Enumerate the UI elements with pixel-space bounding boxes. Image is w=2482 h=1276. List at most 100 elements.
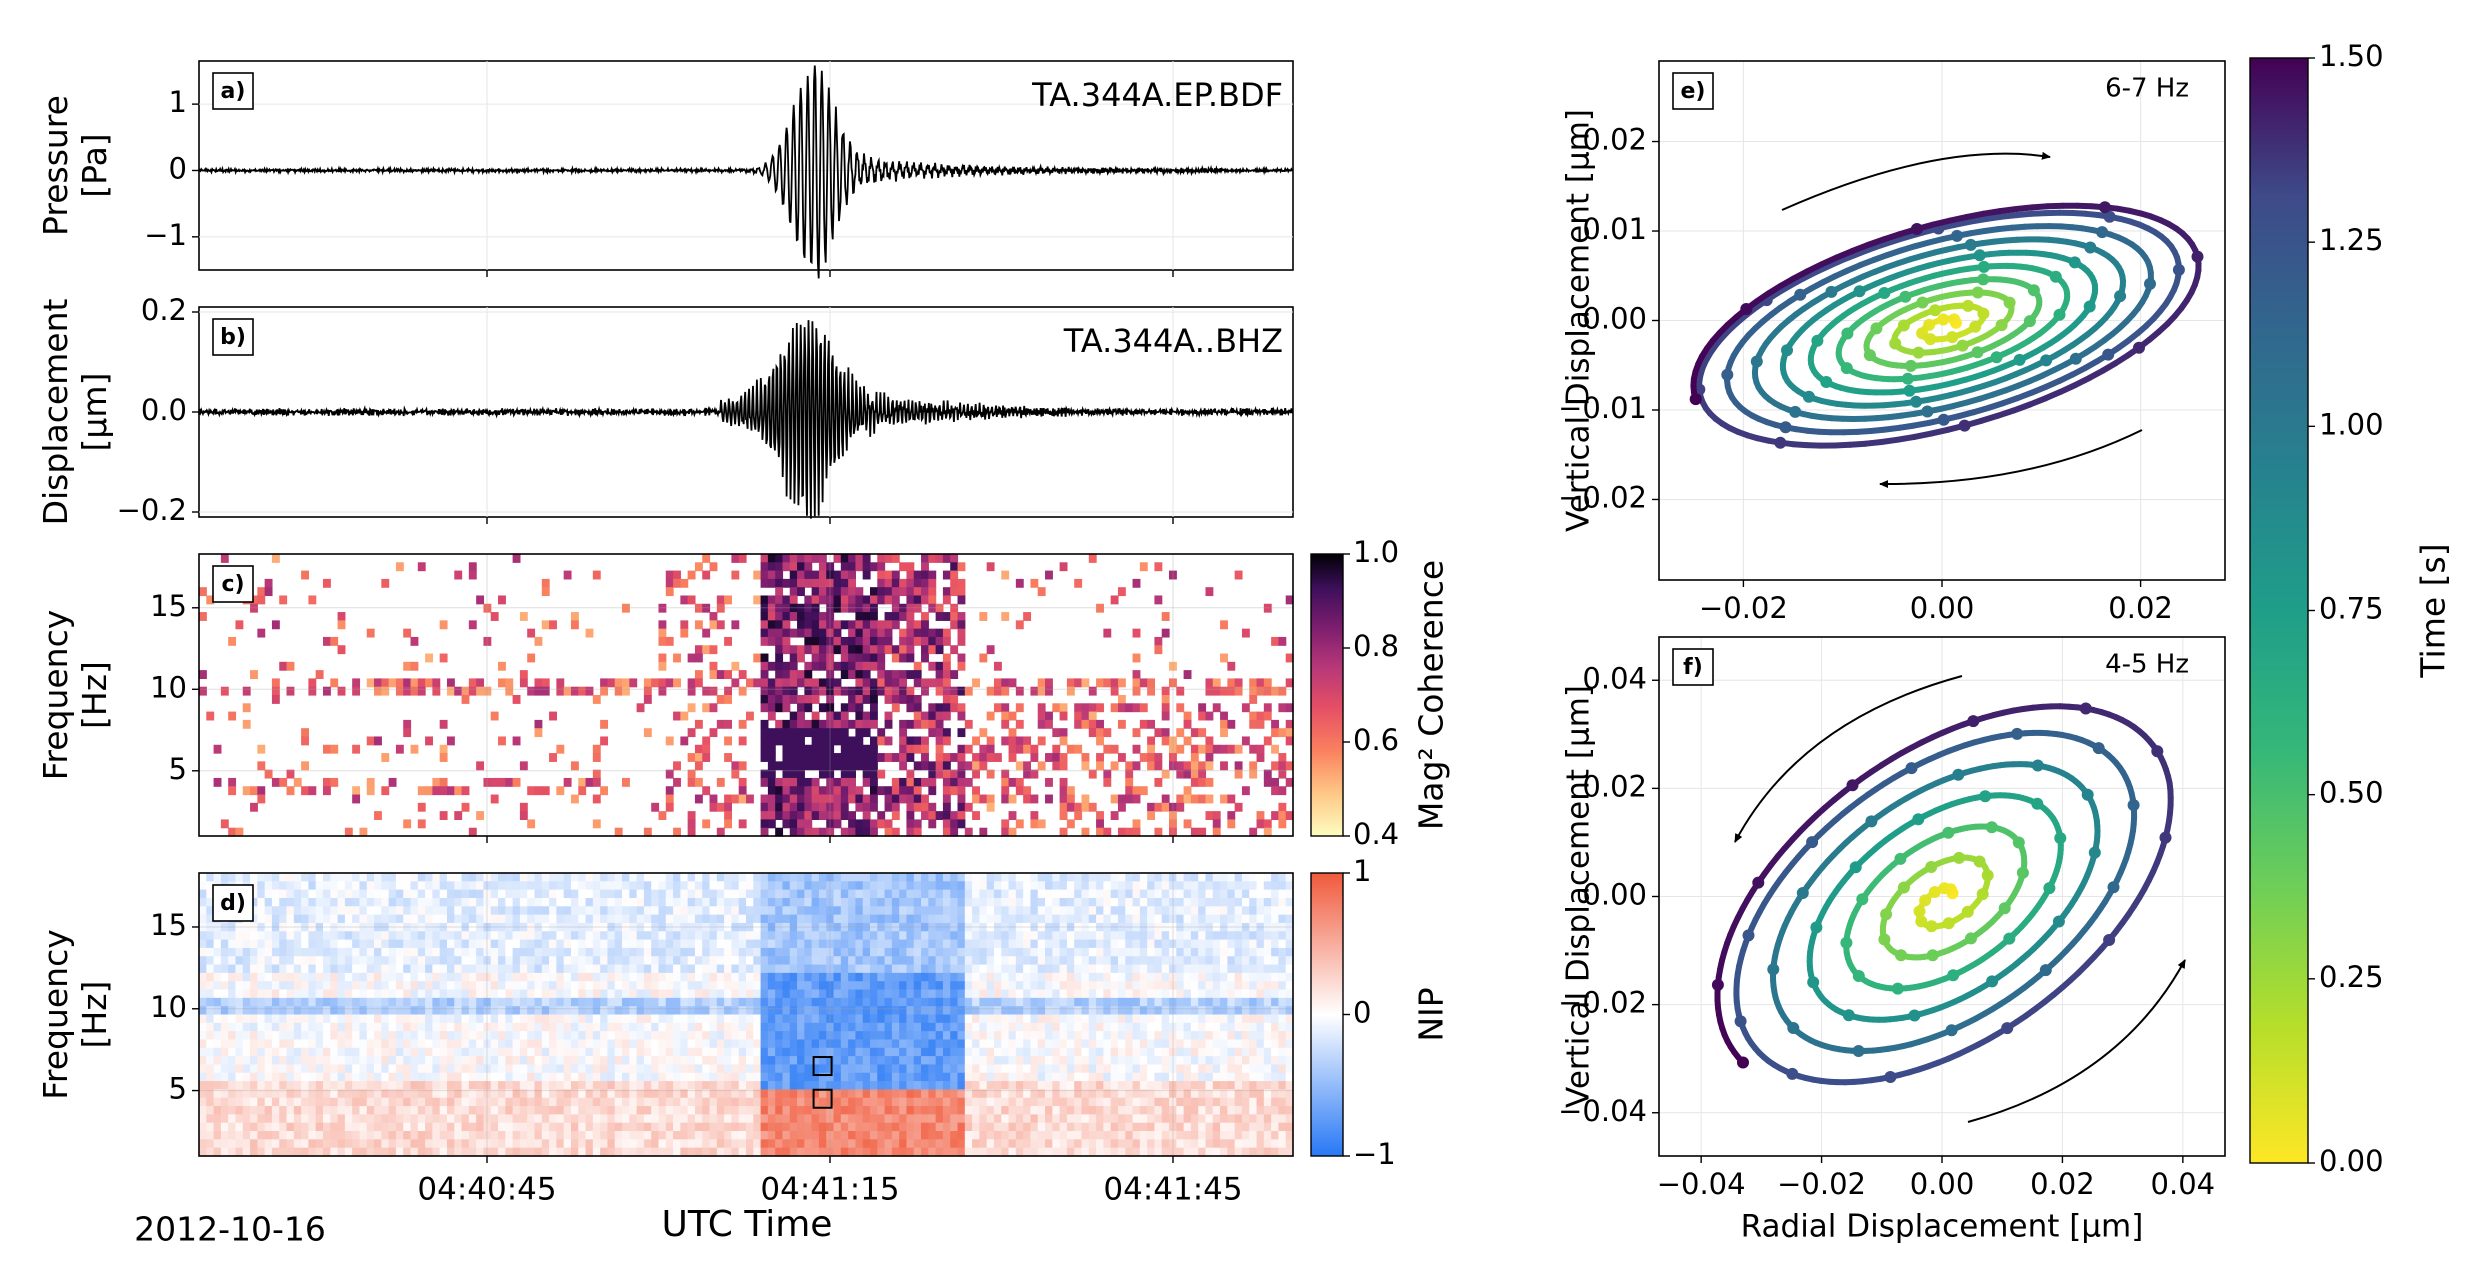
nip-cell (1001, 897, 1010, 907)
coherence-cell (1169, 827, 1177, 837)
nip-cell (425, 1039, 433, 1049)
coherence-cell (1001, 769, 1010, 779)
coherence-cell (855, 628, 864, 638)
coherence-cell (906, 620, 915, 630)
nip-cell (578, 989, 587, 999)
nip-cell (972, 897, 980, 907)
nip-cell (592, 1014, 601, 1024)
coherence-cell (789, 554, 798, 563)
nip-cell (592, 981, 601, 991)
nip-cell (1169, 931, 1177, 941)
nip-cell (680, 922, 689, 932)
coherence-cell (950, 777, 959, 787)
coherence-cell (468, 562, 477, 572)
nip-cell (811, 931, 820, 941)
nip-cell (1212, 1031, 1221, 1041)
nip-cell (1278, 964, 1287, 974)
coherence-cell (1052, 728, 1061, 738)
nip-cell (877, 914, 886, 924)
nip-cell (833, 956, 842, 966)
nip-cell (235, 956, 244, 966)
nip-cell (549, 981, 557, 991)
coherence-cell (891, 603, 900, 613)
nip-cell (1271, 972, 1280, 982)
coherence-cell (877, 786, 886, 796)
nip-cell (1212, 897, 1221, 907)
nip-cell (1234, 881, 1243, 891)
nip-cell (818, 1031, 827, 1041)
coherence-cell (665, 570, 674, 580)
nip-cell (541, 881, 550, 891)
nip-cell (622, 897, 630, 907)
nip-cell (1147, 931, 1156, 941)
nip-cell (476, 881, 485, 891)
nip-cell (950, 997, 959, 1007)
coherence-cell (1117, 827, 1126, 837)
coherence-cell (862, 695, 871, 704)
nip-cell (694, 889, 703, 899)
coherence-cell (826, 587, 835, 597)
nip-cell (767, 1047, 776, 1057)
nip-cell (957, 897, 966, 907)
nip-cell (665, 914, 674, 924)
nip-cell (811, 889, 820, 899)
nip-cell (570, 1031, 579, 1041)
coherence-cell (549, 711, 557, 721)
nip-cell (585, 922, 594, 932)
coherence-cell (1103, 769, 1112, 779)
nip-cell (257, 1047, 266, 1057)
nip-cell (1081, 997, 1090, 1007)
nip-cell (600, 981, 609, 991)
coherence-cell (826, 736, 835, 746)
nip-cell (1205, 972, 1214, 982)
coherence-cell (1212, 811, 1221, 821)
nip-cell (665, 947, 674, 957)
nip-cell (884, 1014, 893, 1024)
nip-cell (1263, 906, 1272, 916)
coherence-cell (1023, 769, 1032, 779)
nip-cell (279, 972, 288, 982)
nip-cell (527, 947, 536, 957)
nip-cell (1074, 873, 1083, 882)
nip-cell (250, 964, 258, 974)
nip-cell (1176, 914, 1185, 924)
nip-cell (767, 997, 776, 1007)
nip-cell (330, 981, 339, 991)
coherence-cell (439, 653, 448, 663)
nip-cell (308, 1031, 317, 1041)
nip-cell (1008, 981, 1017, 991)
nip-cell (760, 1056, 769, 1066)
nip-cell (607, 1022, 616, 1032)
nip-cell (957, 956, 966, 966)
nip-cell (235, 997, 244, 1007)
nip-cell (884, 947, 893, 957)
nip-cell (935, 922, 944, 932)
nip-cell (468, 1056, 477, 1066)
nip-cell (993, 881, 1002, 891)
nip-cell (454, 906, 463, 916)
nip-cell (716, 873, 725, 882)
nip-cell (308, 1022, 317, 1032)
coherence-cell (775, 728, 784, 738)
coherence-cell (1169, 736, 1177, 746)
nip-cell (1030, 897, 1039, 907)
nip-cell (592, 1039, 601, 1049)
nip-cell (862, 1014, 871, 1024)
nip-cell (1212, 972, 1221, 982)
coherence-cell (1285, 761, 1294, 771)
nip-cell (432, 922, 441, 932)
coherence-cell (279, 777, 288, 787)
nip-cell (220, 997, 229, 1007)
nip-cell (855, 1022, 864, 1032)
nip-cell (782, 972, 791, 982)
nip-cell (206, 981, 215, 991)
nip-cell (534, 1056, 543, 1066)
nip-cell (921, 881, 929, 891)
nip-cell (775, 931, 784, 941)
coherence-cell (775, 620, 784, 630)
nip-cell (1023, 964, 1032, 974)
coherence-cell (731, 769, 740, 779)
pressure-ylabel-line: Pressure (36, 95, 75, 236)
coherence-cell (556, 678, 565, 688)
nip-cell (869, 972, 878, 982)
